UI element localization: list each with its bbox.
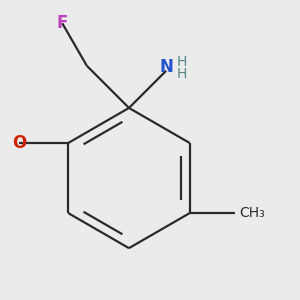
Text: F: F	[57, 14, 68, 32]
Text: O: O	[12, 134, 26, 152]
Text: H: H	[177, 67, 187, 81]
Text: H: H	[177, 55, 187, 69]
Text: CH₃: CH₃	[239, 206, 265, 220]
Text: N: N	[159, 58, 173, 76]
